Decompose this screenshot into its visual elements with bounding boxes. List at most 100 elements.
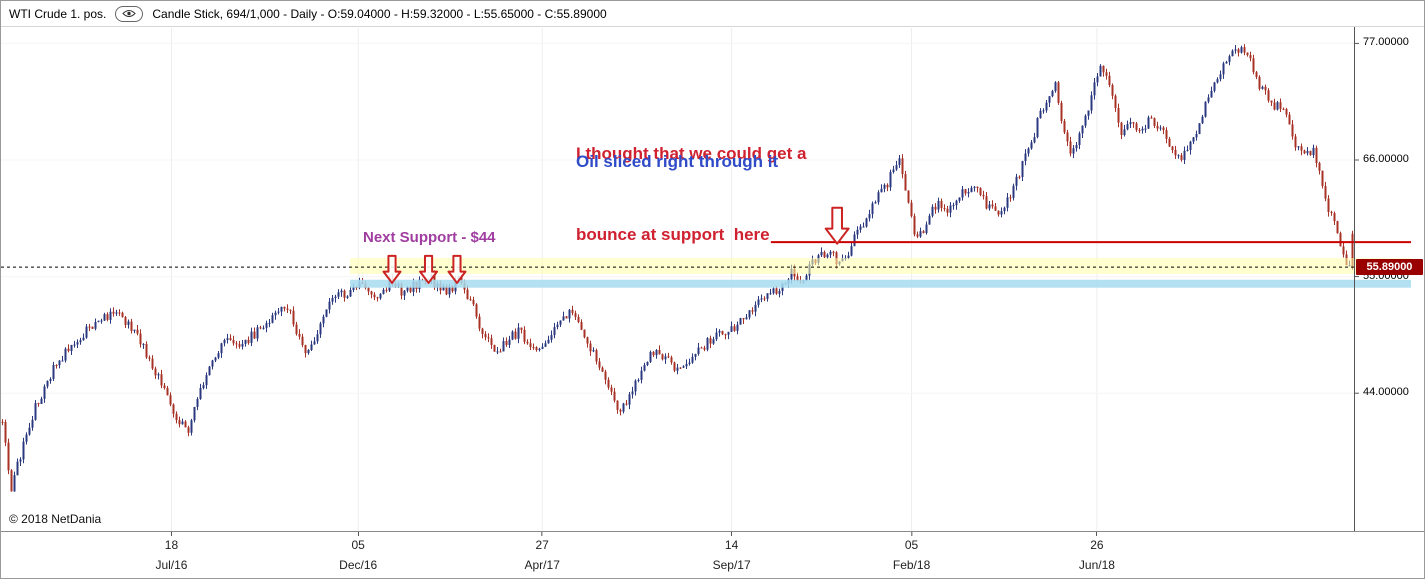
candle-body xyxy=(280,306,283,312)
candle-body xyxy=(1015,176,1018,186)
candle-body xyxy=(559,320,562,325)
candle-body xyxy=(82,337,85,341)
candle-body xyxy=(76,342,79,345)
time-axis-tick: 26 Jun/18 xyxy=(1079,532,1115,572)
candle-body xyxy=(1201,116,1204,124)
candle-body xyxy=(877,192,880,203)
candle-body xyxy=(1315,147,1318,163)
candle-body xyxy=(1267,90,1270,101)
candle-body xyxy=(1213,82,1216,91)
candle-body xyxy=(1087,110,1090,116)
candle-body xyxy=(730,326,733,332)
candle-body xyxy=(1111,85,1114,96)
candle-body xyxy=(553,327,556,336)
candle-body xyxy=(1108,75,1111,86)
candle-body xyxy=(1012,185,1015,198)
candle-body xyxy=(1102,65,1105,73)
candle-body xyxy=(1021,161,1024,178)
candle-body xyxy=(1324,186,1327,199)
price-axis[interactable]: 77.00000 66.00000 55.00000 44.00000 55.8… xyxy=(1354,1,1424,531)
down-arrow-annotation[interactable] xyxy=(824,206,850,245)
candlestick-chart[interactable] xyxy=(1,1,1425,531)
candle-body xyxy=(277,311,280,313)
candle-body xyxy=(739,318,742,325)
time-axis-tick: 27 Apr/17 xyxy=(525,532,560,572)
candle-body xyxy=(187,427,190,433)
candle-body xyxy=(1009,197,1012,199)
candle-body xyxy=(556,324,559,328)
candle-body xyxy=(349,290,352,297)
candle-body xyxy=(769,293,772,295)
candle-body xyxy=(943,207,946,209)
candle-body xyxy=(895,165,898,170)
candle-body xyxy=(73,344,76,346)
candle-body xyxy=(115,312,118,314)
candle-body xyxy=(1147,117,1150,129)
candle-body xyxy=(961,189,964,198)
tick-month-label: Jun/18 xyxy=(1078,558,1115,572)
candle-body xyxy=(142,343,145,345)
candle-body xyxy=(97,320,100,322)
candle-body xyxy=(766,293,769,299)
candle-body xyxy=(400,283,403,296)
annotation-next-support-text[interactable]: Next Support - $44 xyxy=(363,229,496,246)
tick-mark xyxy=(357,532,359,536)
down-arrow-annotation[interactable] xyxy=(447,254,467,284)
annotation-bounce-text[interactable]: I thought that we could get a bounce at … xyxy=(576,86,806,302)
candle-body xyxy=(64,348,67,361)
candle-body xyxy=(829,251,832,255)
candle-body xyxy=(1186,149,1189,151)
candle-body xyxy=(301,336,304,346)
candle-body xyxy=(307,350,310,354)
candle-body xyxy=(1024,153,1027,162)
candle-body xyxy=(1084,115,1087,126)
eye-icon[interactable] xyxy=(115,5,144,22)
candle-body xyxy=(178,420,181,425)
candle-body xyxy=(220,343,223,354)
candle-body xyxy=(1117,108,1120,123)
candle-body xyxy=(778,291,781,294)
candle-body xyxy=(85,326,88,338)
candle-body xyxy=(103,314,106,321)
support-band-cyan[interactable] xyxy=(350,279,1412,288)
candle-body xyxy=(748,310,751,318)
support-band-yellow[interactable] xyxy=(350,258,1412,274)
candle-body xyxy=(1168,138,1171,147)
candle-body xyxy=(106,314,109,320)
instrument-title: WTI Crude 1. pos. xyxy=(9,6,107,21)
candle-body xyxy=(1300,146,1303,151)
candle-body xyxy=(4,422,7,443)
candle-body xyxy=(1192,137,1195,142)
candle-body xyxy=(1240,47,1243,53)
candle-body xyxy=(1330,211,1333,214)
candle-body xyxy=(1018,176,1021,178)
candle-body xyxy=(871,203,874,215)
candle-body xyxy=(934,206,937,210)
annotation-sliced-text[interactable]: Oil sliced right through it xyxy=(576,152,779,171)
candle-body xyxy=(751,310,754,312)
candle-body xyxy=(445,286,448,295)
annotation-bounce-line2: bounce at support here xyxy=(576,225,770,244)
candle-body xyxy=(772,288,775,294)
down-arrow-annotation[interactable] xyxy=(382,254,402,284)
candle-body xyxy=(967,192,970,194)
candle-body xyxy=(46,380,49,387)
candle-body xyxy=(262,327,265,329)
candle-body xyxy=(469,299,472,301)
tick-mark xyxy=(170,532,172,536)
candle-body xyxy=(55,364,58,366)
candle-body xyxy=(1060,102,1063,121)
candle-body xyxy=(1291,124,1294,137)
candle-body xyxy=(382,289,385,294)
candle-body xyxy=(1261,86,1264,89)
candle-body xyxy=(1066,132,1069,142)
candle-body xyxy=(52,364,55,379)
candle-body xyxy=(847,255,850,258)
candle-body xyxy=(49,378,52,381)
candle-body xyxy=(169,395,172,405)
down-arrow-annotation[interactable] xyxy=(419,254,439,284)
candle-body xyxy=(1099,65,1102,77)
candle-body xyxy=(28,427,31,435)
candle-body xyxy=(223,340,226,344)
time-axis[interactable]: 18 Jul/16 05 Dec/16 27 Apr/17 14 Sep/17 … xyxy=(1,531,1424,578)
